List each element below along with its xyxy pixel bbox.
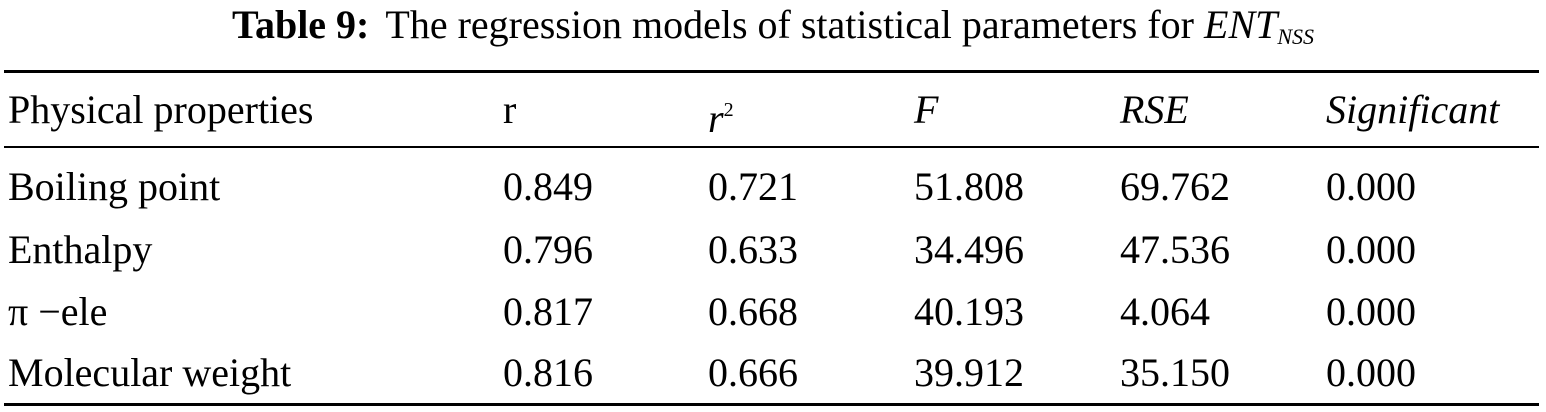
cell-rse: 69.762: [1120, 164, 1230, 209]
cell-property: π −ele: [8, 289, 108, 334]
header-r-squared: r2: [708, 85, 734, 141]
table-row: Enthalpy 0.796 0.633 34.496 47.536 0.000: [0, 225, 1546, 275]
top-rule: [4, 70, 1539, 73]
cell-r: 0.849: [503, 164, 593, 209]
cell-r-squared: 0.668: [708, 289, 798, 334]
header-rse: RSE: [1120, 87, 1189, 132]
table-caption: Table 9: The regression models of statist…: [0, 0, 1546, 62]
cell-property: Molecular weight: [8, 350, 292, 395]
cell-significant: 0.000: [1326, 164, 1416, 209]
cell-r: 0.816: [503, 350, 593, 395]
header-r-squared-base: r: [708, 96, 724, 141]
header-r: r: [503, 87, 517, 132]
cell-significant: 0.000: [1326, 227, 1416, 272]
caption-text: The regression models of statistical par…: [385, 2, 1205, 47]
header-f: F: [914, 87, 939, 132]
cell-f: 40.193: [914, 289, 1024, 334]
table-row: π −ele 0.817 0.668 40.193 4.064 0.000: [0, 287, 1546, 337]
cell-rse: 35.150: [1120, 350, 1230, 395]
cell-significant: 0.000: [1326, 350, 1416, 395]
cell-f: 51.808: [914, 164, 1024, 209]
table-row: Boiling point 0.849 0.721 51.808 69.762 …: [0, 162, 1546, 212]
caption-symbol: ENT: [1204, 2, 1278, 47]
caption-subscript: NSS: [1277, 24, 1315, 49]
table-header-row: Physical properties r r2 F RSE Significa…: [0, 85, 1546, 141]
cell-r-squared: 0.666: [708, 350, 798, 395]
cell-rse: 47.536: [1120, 227, 1230, 272]
header-rule: [4, 146, 1539, 148]
cell-r: 0.796: [503, 227, 593, 272]
cell-property: Enthalpy: [8, 227, 153, 272]
header-significant: Significant: [1326, 87, 1500, 132]
cell-f: 39.912: [914, 350, 1024, 395]
table-label: Table 9:: [231, 2, 370, 47]
cell-r: 0.817: [503, 289, 593, 334]
header-physical-properties: Physical properties: [8, 87, 314, 132]
table-row: Molecular weight 0.816 0.666 39.912 35.1…: [0, 348, 1546, 398]
cell-r-squared: 0.721: [708, 164, 798, 209]
cell-property: Boiling point: [8, 164, 221, 209]
cell-rse: 4.064: [1120, 289, 1210, 334]
cell-significant: 0.000: [1326, 289, 1416, 334]
cell-r-squared: 0.633: [708, 227, 798, 272]
cell-f: 34.496: [914, 227, 1024, 272]
header-r-squared-exponent: 2: [723, 99, 734, 121]
bottom-rule: [4, 403, 1539, 406]
